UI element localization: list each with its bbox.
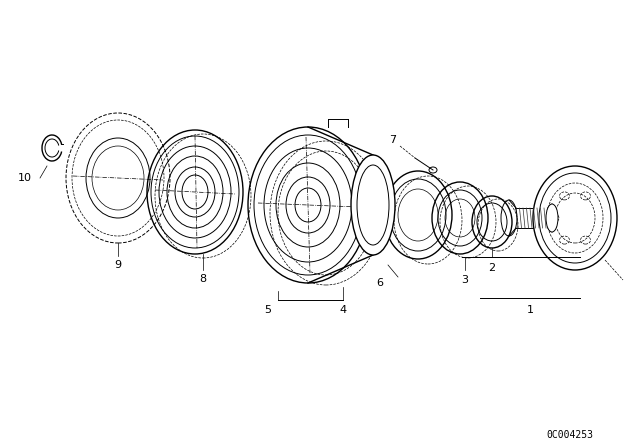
Text: 5: 5 — [264, 305, 271, 315]
Text: 8: 8 — [200, 274, 207, 284]
Text: 3: 3 — [461, 275, 468, 285]
Text: 6: 6 — [376, 278, 383, 288]
Text: 10: 10 — [18, 173, 32, 183]
Text: 1: 1 — [527, 305, 534, 315]
Ellipse shape — [351, 155, 395, 255]
Text: 9: 9 — [115, 260, 122, 270]
Text: 7: 7 — [389, 135, 397, 145]
Text: 4: 4 — [339, 305, 347, 315]
Ellipse shape — [546, 204, 558, 232]
Text: 2: 2 — [488, 263, 495, 273]
Text: 0C004253: 0C004253 — [547, 430, 593, 440]
